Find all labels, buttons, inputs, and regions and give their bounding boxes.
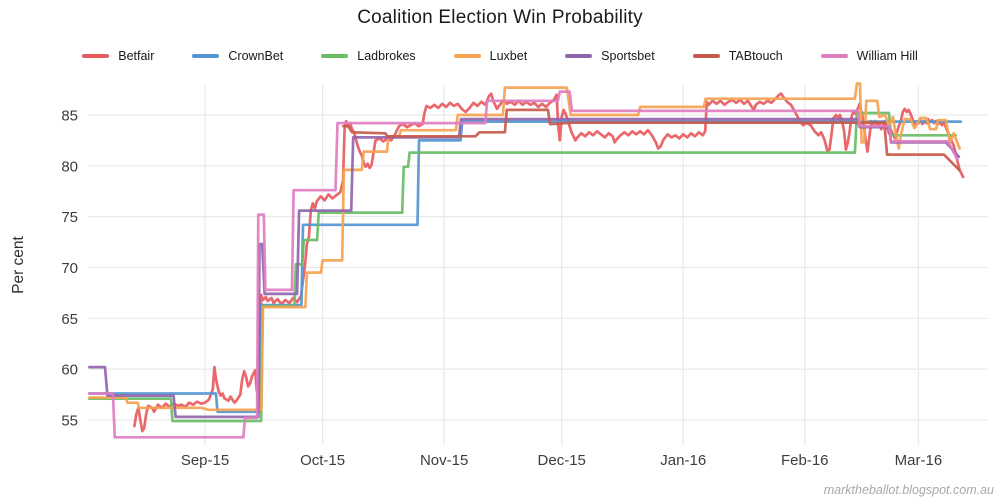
x-tick-Sep-15: Sep-15 bbox=[181, 452, 229, 469]
legend-item-ladbrokes: Ladbrokes bbox=[321, 49, 416, 63]
legend-item-tabtouch: TABtouch bbox=[692, 49, 783, 63]
legend-label-sportsbet: Sportsbet bbox=[601, 49, 655, 63]
legend-swatch-tabtouch bbox=[692, 53, 720, 59]
y-tick-65: 65 bbox=[61, 311, 78, 328]
y-axis-title: Per cent bbox=[10, 236, 27, 294]
legend-label-luxbet: Luxbet bbox=[489, 49, 528, 63]
legend-swatch-sportsbet bbox=[565, 53, 593, 59]
y-tick-55: 55 bbox=[61, 412, 78, 429]
legend-label-ladbrokes: Ladbrokes bbox=[357, 49, 416, 63]
y-tick-75: 75 bbox=[61, 209, 78, 226]
legend-label-betfair: Betfair bbox=[118, 49, 155, 63]
legend-item-luxbet: Luxbet bbox=[453, 49, 528, 63]
x-tick-Jan-16: Jan-16 bbox=[660, 452, 706, 469]
legend-swatch-ladbrokes bbox=[321, 53, 349, 59]
y-tick-80: 80 bbox=[61, 158, 78, 175]
x-tick-Dec-15: Dec-15 bbox=[538, 452, 586, 469]
series-line-luxbet bbox=[88, 82, 961, 412]
chart-title: Coalition Election Win Probability bbox=[357, 7, 643, 28]
legend-item-sportsbet: Sportsbet bbox=[565, 49, 655, 63]
legend: Betfair CrownBet Ladbrokes Luxbet Sportsbet T… bbox=[0, 49, 1000, 63]
legend-label-crownbet: CrownBet bbox=[228, 49, 284, 63]
legend-item-crownbet: CrownBet bbox=[192, 49, 283, 63]
series-line-crownbet bbox=[88, 120, 963, 414]
x-tick-Nov-15: Nov-15 bbox=[420, 452, 468, 469]
x-tick-Oct-15: Oct-15 bbox=[300, 452, 345, 469]
legend-item-betfair: Betfair bbox=[82, 49, 154, 63]
series-line-william-hill bbox=[88, 90, 959, 439]
y-tick-85: 85 bbox=[61, 108, 78, 125]
legend-label-tabtouch: TABtouch bbox=[728, 49, 783, 63]
x-tick-Feb-16: Feb-16 bbox=[781, 452, 829, 469]
series-line-betfair bbox=[133, 92, 965, 433]
legend-swatch-betfair bbox=[82, 53, 110, 59]
y-tick-60: 60 bbox=[61, 362, 78, 379]
y-tick-70: 70 bbox=[61, 260, 78, 277]
legend-label-william-hill: William Hill bbox=[856, 49, 918, 63]
legend-swatch-crownbet bbox=[192, 53, 220, 59]
watermark: marktheballot.blogspot.com.au bbox=[823, 483, 994, 497]
series-line-tabtouch bbox=[342, 108, 961, 172]
legend-swatch-william-hill bbox=[820, 53, 848, 59]
legend-swatch-luxbet bbox=[453, 53, 481, 59]
legend-item-william-hill: William Hill bbox=[820, 49, 918, 63]
x-tick-Mar-16: Mar-16 bbox=[895, 452, 943, 469]
